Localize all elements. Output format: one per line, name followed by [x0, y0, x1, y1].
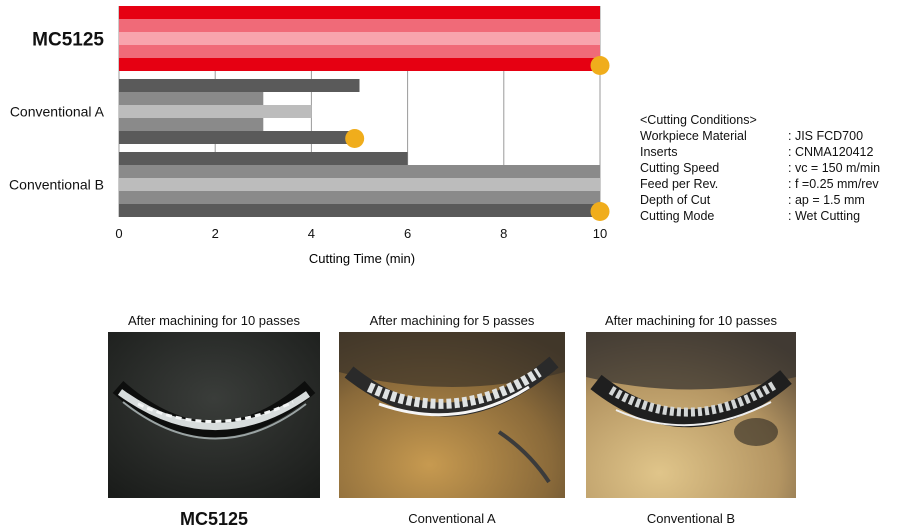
chart-markers: [345, 56, 610, 221]
bar: [119, 6, 600, 19]
insert-wear-photo: [586, 332, 796, 498]
x-tick-label: 8: [500, 226, 507, 241]
end-marker: [345, 129, 365, 148]
bar: [119, 105, 312, 118]
end-marker: [590, 202, 610, 221]
cutting-conditions-title: <Cutting Conditions>: [640, 113, 757, 127]
bar: [119, 204, 600, 217]
photo-conventional-a: After machining for 5 passes Conventiona…: [339, 312, 565, 526]
end-marker: [590, 56, 610, 75]
condition-label: Depth of Cut: [640, 193, 711, 207]
photo-label: MC5125: [179, 509, 249, 529]
condition-value: : ap = 1.5 mm: [788, 193, 865, 207]
photo-mc5125: After machining for 10 passes MC5125: [108, 312, 320, 530]
photo-caption: After machining for 10 passes: [605, 313, 777, 328]
photo-label: Conventional B: [646, 511, 736, 526]
condition-row: Depth of Cut : ap = 1.5 mm: [640, 192, 880, 208]
condition-label: Feed per Rev.: [640, 177, 719, 191]
condition-label: Cutting Mode: [640, 209, 715, 223]
photo-caption: After machining for 5 passes: [369, 313, 535, 328]
bar: [119, 178, 600, 191]
cutting-time-chart: MC5125 Conventional A Conventional B 0 2 4 6 8…: [9, 6, 610, 266]
x-tick-label: 0: [115, 226, 122, 241]
bar: [119, 19, 600, 32]
condition-row: Workpiece Material : JIS FCD700: [640, 128, 880, 144]
bar: [119, 92, 264, 105]
condition-value: : CNMA120412: [788, 145, 874, 159]
condition-value: : JIS FCD700: [788, 129, 864, 143]
condition-row: Cutting Mode : Wet Cutting: [640, 208, 880, 224]
group-label: Conventional A: [10, 104, 105, 120]
group-label: MC5125: [32, 30, 104, 51]
condition-label: Cutting Speed: [640, 161, 720, 175]
bar: [119, 45, 600, 58]
x-tick-label: 2: [212, 226, 219, 241]
bar: [119, 79, 360, 92]
group-label: Conventional B: [9, 177, 104, 193]
chart-x-ticks: 0 2 4 6 8 10: [115, 226, 607, 241]
condition-label: Workpiece Material: [640, 129, 747, 143]
bar: [119, 58, 600, 71]
condition-value: : f =0.25 mm/rev: [788, 177, 879, 191]
bar: [119, 165, 600, 178]
condition-value: : Wet Cutting: [788, 209, 861, 223]
x-tick-label: 6: [404, 226, 411, 241]
condition-row: Inserts : CNMA120412: [640, 144, 880, 160]
chart-group-labels: MC5125 Conventional A Conventional B: [9, 30, 105, 193]
photo-label: Conventional A: [408, 511, 496, 526]
condition-label: Inserts: [640, 145, 678, 159]
insert-wear-photo: [108, 332, 320, 498]
bar: [119, 32, 600, 45]
bar: [119, 191, 600, 204]
condition-row: Cutting Speed : vc = 150 m/min: [640, 160, 880, 176]
photo-caption: After machining for 10 passes: [128, 313, 300, 328]
bar: [119, 131, 350, 144]
x-tick-label: 4: [308, 226, 315, 241]
x-tick-label: 10: [593, 226, 607, 241]
bar: [119, 118, 264, 131]
condition-row: Feed per Rev. : f =0.25 mm/rev: [640, 176, 880, 192]
condition-value: : vc = 150 m/min: [788, 161, 881, 175]
photo-conventional-b: After machining for 10 passes Convention…: [586, 312, 796, 526]
chart-bars: [119, 6, 600, 217]
x-axis-label: Cutting Time (min): [309, 251, 415, 266]
bar: [119, 152, 408, 165]
insert-wear-photo: [339, 332, 565, 498]
cutting-conditions-panel: <Cutting Conditions> Workpiece Material …: [640, 112, 880, 224]
